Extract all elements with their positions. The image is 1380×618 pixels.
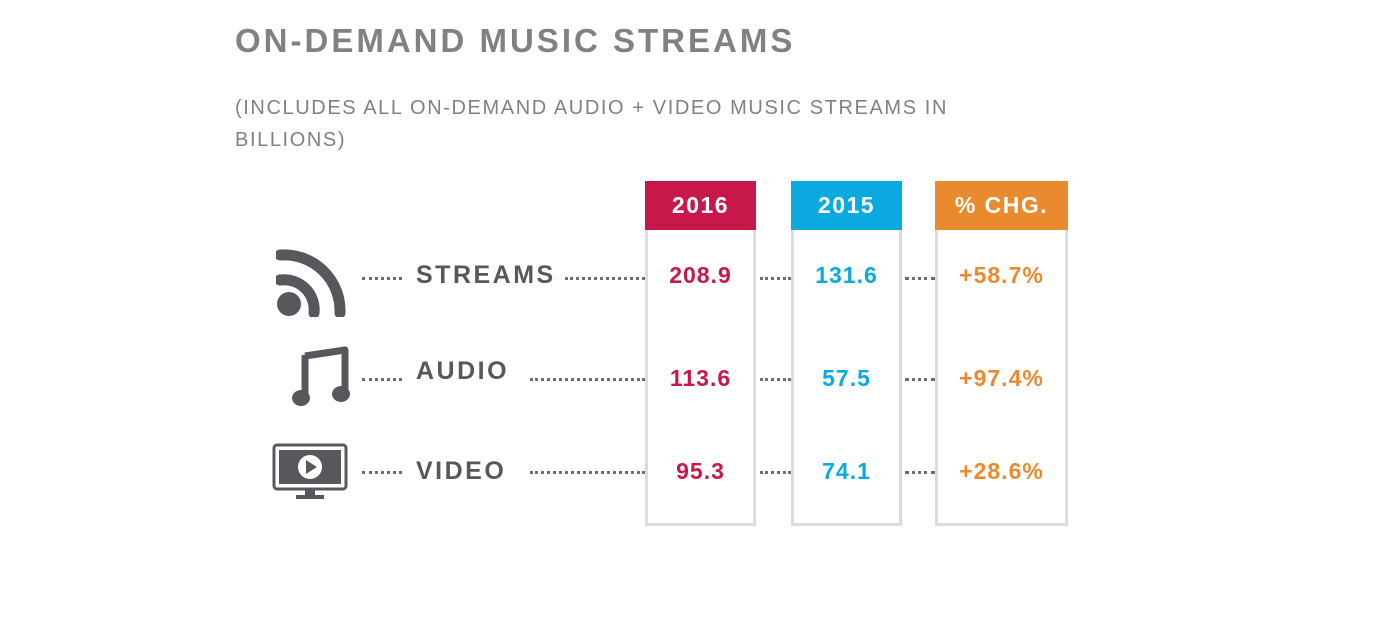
leader-dots-audio-a (362, 378, 402, 381)
row-label-audio: AUDIO (416, 357, 510, 385)
leader-dots-streams-a (362, 277, 402, 280)
value-video-2015: 74.1 (822, 458, 871, 484)
column-2015: 2015 131.6 57.5 74.1 (791, 181, 902, 526)
column-2016: 2016 208.9 113.6 95.3 (645, 181, 756, 526)
value-video-2016: 95.3 (676, 458, 725, 484)
row-label-streams: STREAMS (416, 261, 556, 289)
value-audio-2016: 113.6 (669, 365, 732, 391)
leader-dots-video-b (530, 471, 645, 474)
leader-dots-audio-d (905, 378, 935, 381)
value-video-chg: +28.6% (959, 458, 1044, 484)
leader-dots-video-d (905, 471, 935, 474)
music-note-icon (292, 346, 350, 406)
value-streams-chg: +58.7% (959, 262, 1044, 288)
leader-dots-streams-d (905, 277, 935, 280)
leader-dots-streams-b (565, 277, 645, 280)
leader-dots-audio-c (760, 378, 791, 381)
column-header-pct-change: % CHG. (935, 181, 1068, 230)
leader-dots-audio-b (530, 378, 645, 381)
chart-subtitle: (INCLUDES ALL ON-DEMAND AUDIO + VIDEO MU… (235, 97, 948, 151)
rss-streams-icon (276, 249, 346, 317)
value-streams-2016: 208.9 (669, 262, 732, 288)
chart-title: ON-DEMAND MUSIC STREAMS (235, 22, 796, 59)
leader-dots-streams-c (760, 277, 791, 280)
tv-play-icon (272, 443, 348, 499)
column-pct-change: % CHG. +58.7% +97.4% +28.6% (935, 181, 1068, 526)
column-header-2015: 2015 (791, 181, 902, 230)
leader-dots-video-a (362, 471, 402, 474)
leader-dots-video-c (760, 471, 791, 474)
row-label-video: VIDEO (416, 457, 507, 485)
column-header-2016: 2016 (645, 181, 756, 230)
value-streams-2015: 131.6 (815, 262, 878, 288)
value-audio-chg: +97.4% (959, 365, 1044, 391)
value-audio-2015: 57.5 (822, 365, 871, 391)
